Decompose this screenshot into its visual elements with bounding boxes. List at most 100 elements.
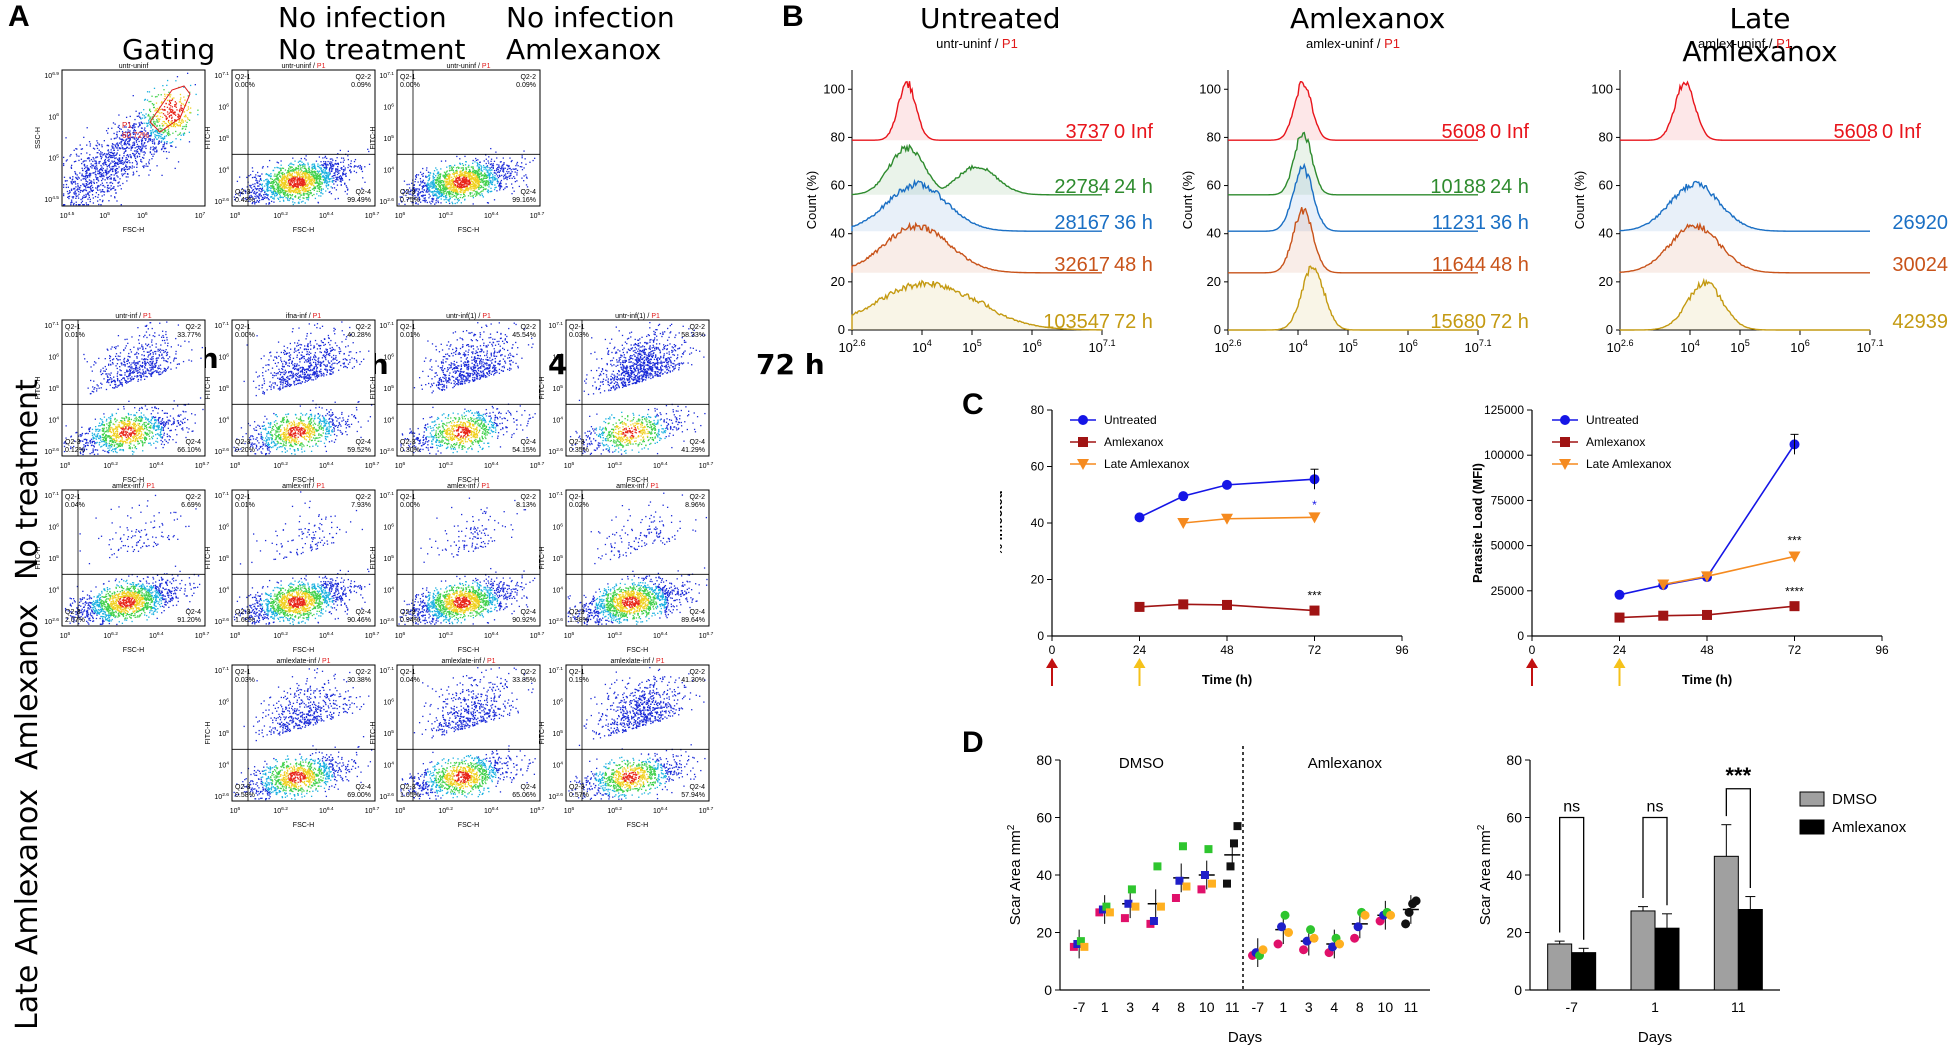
dot bbox=[318, 195, 320, 197]
dot bbox=[311, 194, 314, 197]
dot bbox=[342, 161, 344, 163]
dot bbox=[120, 436, 123, 438]
dot bbox=[327, 160, 329, 163]
dot bbox=[171, 108, 173, 111]
dot bbox=[120, 204, 122, 206]
dot bbox=[458, 186, 461, 189]
dot bbox=[310, 176, 313, 178]
dot bbox=[414, 188, 417, 190]
dot bbox=[456, 202, 458, 204]
dot bbox=[96, 182, 98, 184]
dot bbox=[330, 165, 332, 167]
dot bbox=[258, 190, 260, 192]
dot bbox=[131, 362, 133, 364]
dot bbox=[106, 429, 108, 431]
dot bbox=[155, 420, 157, 422]
dot bbox=[105, 155, 107, 157]
dot bbox=[301, 161, 303, 163]
dot bbox=[169, 142, 171, 144]
dot bbox=[100, 184, 102, 186]
dot bbox=[124, 143, 127, 145]
dot bbox=[317, 170, 319, 172]
dot bbox=[184, 125, 186, 128]
dot bbox=[488, 186, 490, 188]
dot bbox=[262, 165, 264, 168]
dot bbox=[106, 166, 108, 168]
dot bbox=[449, 186, 451, 188]
dot bbox=[452, 190, 454, 192]
y-tick-label: 106 bbox=[383, 102, 394, 111]
dot bbox=[306, 196, 309, 199]
dot bbox=[101, 166, 103, 168]
dot bbox=[435, 193, 437, 195]
dot bbox=[178, 115, 180, 117]
dot bbox=[398, 203, 400, 205]
dot bbox=[112, 448, 114, 450]
dot bbox=[271, 187, 273, 189]
scatter-dots bbox=[398, 147, 536, 206]
dot bbox=[302, 165, 304, 167]
dot bbox=[305, 169, 307, 172]
dot bbox=[474, 171, 477, 173]
dot bbox=[159, 435, 161, 437]
dot bbox=[297, 183, 300, 185]
dot bbox=[280, 169, 282, 171]
dot bbox=[427, 183, 430, 186]
dot bbox=[114, 123, 116, 125]
y-tick-label: 104 bbox=[383, 165, 394, 174]
dot bbox=[448, 177, 451, 179]
dot bbox=[132, 126, 134, 128]
quadrant-value: 0.00% bbox=[235, 82, 255, 89]
dot bbox=[86, 172, 88, 174]
dot bbox=[488, 172, 490, 174]
dot bbox=[320, 178, 322, 181]
dot bbox=[485, 177, 488, 180]
plot-title: untr-uninf / P1 bbox=[447, 63, 491, 70]
dot bbox=[279, 190, 281, 192]
dot bbox=[515, 164, 517, 167]
dot bbox=[139, 407, 141, 410]
dot bbox=[424, 182, 426, 185]
dot bbox=[424, 197, 426, 199]
dot bbox=[507, 172, 509, 174]
dot bbox=[85, 160, 87, 162]
dot bbox=[136, 418, 138, 420]
dot bbox=[472, 173, 474, 175]
dot bbox=[359, 164, 361, 167]
dot bbox=[277, 177, 279, 179]
dot bbox=[292, 186, 294, 188]
dot bbox=[162, 137, 165, 140]
dot bbox=[297, 182, 299, 184]
dot bbox=[136, 146, 138, 148]
dot bbox=[445, 196, 448, 199]
dot bbox=[140, 121, 142, 123]
dot bbox=[534, 157, 536, 159]
dot bbox=[340, 184, 342, 186]
dot bbox=[175, 80, 177, 82]
dot bbox=[326, 157, 328, 160]
header-line: No treatment bbox=[278, 34, 465, 66]
dot bbox=[139, 123, 141, 125]
dot bbox=[293, 183, 295, 185]
dot bbox=[317, 187, 319, 189]
dot bbox=[92, 172, 95, 174]
dot bbox=[113, 445, 116, 447]
dot bbox=[445, 185, 447, 188]
dot bbox=[316, 175, 318, 178]
dot bbox=[433, 190, 435, 193]
dot bbox=[525, 184, 528, 186]
dot bbox=[297, 191, 299, 194]
dot bbox=[314, 167, 316, 169]
dot bbox=[137, 378, 140, 381]
dot bbox=[303, 187, 305, 189]
dot bbox=[115, 161, 117, 164]
dot bbox=[65, 160, 67, 162]
dot bbox=[318, 179, 320, 181]
dot bbox=[480, 184, 482, 187]
dot bbox=[306, 198, 308, 200]
dot bbox=[476, 170, 479, 172]
dot bbox=[468, 179, 470, 181]
dot bbox=[115, 165, 117, 167]
dot bbox=[116, 419, 118, 421]
dot bbox=[443, 171, 446, 173]
